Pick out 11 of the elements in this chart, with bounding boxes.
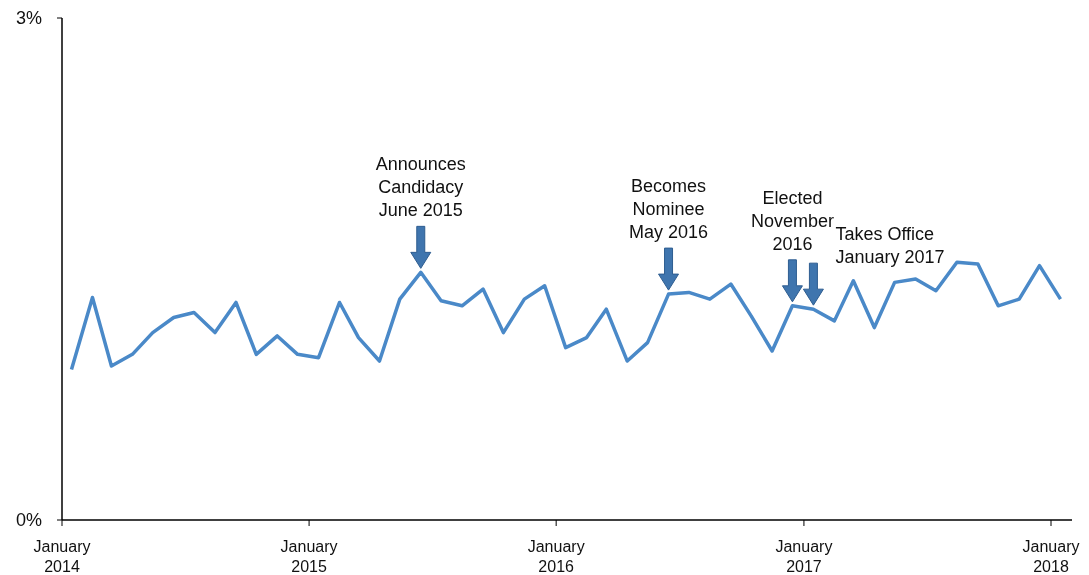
x-tick-label: January 2018: [1022, 538, 1080, 575]
x-tick-label: January 2015: [280, 538, 338, 575]
y-tick-label: 3%: [15, 8, 42, 28]
annotation: Elected November 2016: [750, 187, 834, 254]
x-tick-label: January 2016: [527, 538, 585, 575]
x-tick-label: January 2014: [33, 538, 91, 575]
annotation: Becomes Nominee May 2016: [629, 176, 709, 243]
x-tick-label: January 2017: [775, 538, 833, 575]
annotation: Takes Office January 2017: [835, 224, 945, 268]
y-tick-label: 0%: [15, 510, 42, 530]
annotation: Announces Candidacy June 2015: [375, 154, 466, 221]
